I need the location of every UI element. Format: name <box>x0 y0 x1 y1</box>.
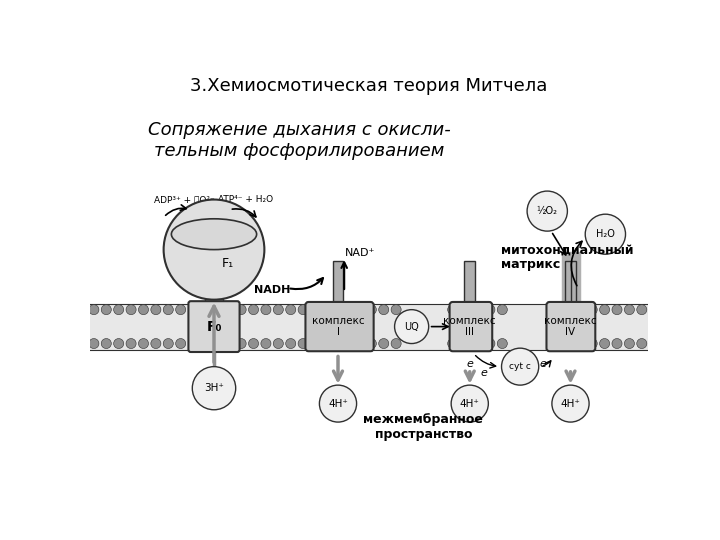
FancyBboxPatch shape <box>305 302 374 351</box>
Circle shape <box>448 339 458 348</box>
Circle shape <box>624 339 634 348</box>
Circle shape <box>261 339 271 348</box>
Bar <box>333 261 343 303</box>
Circle shape <box>89 305 99 315</box>
Text: ½O₂: ½O₂ <box>536 206 558 216</box>
Circle shape <box>176 339 186 348</box>
Circle shape <box>126 339 136 348</box>
Circle shape <box>274 305 284 315</box>
Circle shape <box>395 309 428 343</box>
Circle shape <box>391 339 401 348</box>
Bar <box>565 261 576 303</box>
Circle shape <box>588 305 597 315</box>
Circle shape <box>163 200 264 300</box>
Circle shape <box>448 305 458 315</box>
Circle shape <box>102 339 112 348</box>
Circle shape <box>114 339 124 348</box>
Circle shape <box>102 305 112 315</box>
Circle shape <box>485 305 495 315</box>
Text: митохондиальный
матрикс: митохондиальный матрикс <box>500 244 634 271</box>
Text: NAD⁺: NAD⁺ <box>344 248 375 259</box>
Circle shape <box>261 305 271 315</box>
Circle shape <box>298 339 308 348</box>
Circle shape <box>391 305 401 315</box>
Circle shape <box>366 305 377 315</box>
Circle shape <box>585 214 626 254</box>
Circle shape <box>612 339 622 348</box>
Circle shape <box>460 305 470 315</box>
Circle shape <box>286 339 296 348</box>
Circle shape <box>236 305 246 315</box>
Text: e: e <box>480 368 487 378</box>
Circle shape <box>298 305 308 315</box>
Text: комплекс
I: комплекс I <box>312 316 364 338</box>
Text: e: e <box>467 359 473 369</box>
FancyBboxPatch shape <box>449 302 492 351</box>
Circle shape <box>636 339 647 348</box>
Circle shape <box>138 339 148 348</box>
Bar <box>90 303 648 350</box>
Circle shape <box>600 305 610 315</box>
Text: e: e <box>540 359 546 369</box>
Text: H₂O: H₂O <box>596 229 615 239</box>
Circle shape <box>502 348 539 385</box>
Circle shape <box>451 385 488 422</box>
Circle shape <box>286 305 296 315</box>
Text: NADH: NADH <box>254 285 290 295</box>
Circle shape <box>320 385 356 422</box>
Circle shape <box>366 339 377 348</box>
Circle shape <box>612 305 622 315</box>
Circle shape <box>472 305 482 315</box>
Circle shape <box>192 367 235 410</box>
FancyBboxPatch shape <box>189 301 240 352</box>
Ellipse shape <box>171 219 256 249</box>
Text: 3H⁺: 3H⁺ <box>204 383 224 393</box>
Circle shape <box>552 385 589 422</box>
Circle shape <box>248 305 258 315</box>
Circle shape <box>472 339 482 348</box>
Circle shape <box>624 305 634 315</box>
Text: 4H⁺: 4H⁺ <box>460 399 480 409</box>
Circle shape <box>126 305 136 315</box>
Circle shape <box>460 339 470 348</box>
Text: ADP³⁺ + ⓅO²⁻: ADP³⁺ + ⓅO²⁻ <box>153 195 215 204</box>
Circle shape <box>176 305 186 315</box>
Circle shape <box>89 339 99 348</box>
Circle shape <box>138 305 148 315</box>
Circle shape <box>588 339 597 348</box>
Text: 4H⁺: 4H⁺ <box>328 399 348 409</box>
Text: UQ: UQ <box>404 322 419 332</box>
Bar <box>464 261 475 303</box>
Text: Сопряжение дыхания с окисли-: Сопряжение дыхания с окисли- <box>148 122 451 139</box>
Text: F₁: F₁ <box>222 257 234 270</box>
Circle shape <box>150 339 161 348</box>
Text: комплекс
IV: комплекс IV <box>544 316 597 338</box>
FancyBboxPatch shape <box>546 302 595 351</box>
Bar <box>205 292 222 303</box>
Text: 4H⁺: 4H⁺ <box>561 399 580 409</box>
Circle shape <box>498 339 508 348</box>
Circle shape <box>379 305 389 315</box>
Circle shape <box>498 305 508 315</box>
Circle shape <box>274 339 284 348</box>
Text: 3.Хемиосмотическая теория Митчела: 3.Хемиосмотическая теория Митчела <box>190 77 548 96</box>
Circle shape <box>527 191 567 231</box>
Circle shape <box>636 305 647 315</box>
Circle shape <box>163 305 174 315</box>
Text: ATP⁴⁻ + H₂O: ATP⁴⁻ + H₂O <box>218 195 273 204</box>
Circle shape <box>379 339 389 348</box>
Text: cyt c: cyt c <box>509 362 531 371</box>
Circle shape <box>600 339 610 348</box>
Circle shape <box>485 339 495 348</box>
Circle shape <box>150 305 161 315</box>
Circle shape <box>236 339 246 348</box>
Circle shape <box>248 339 258 348</box>
Text: F₀: F₀ <box>206 320 222 334</box>
Text: тельным фосфорилированием: тельным фосфорилированием <box>154 142 444 160</box>
Text: межмембранное
пространство: межмембранное пространство <box>364 413 483 441</box>
Circle shape <box>114 305 124 315</box>
Text: комплекс
III: комплекс III <box>444 316 496 338</box>
Circle shape <box>163 339 174 348</box>
